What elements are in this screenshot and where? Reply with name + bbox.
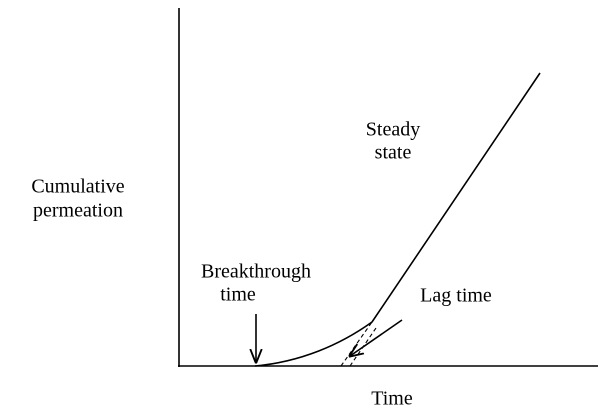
x-axis-label: Time	[371, 388, 413, 410]
lag-arrow	[350, 319, 403, 356]
lag-time-label: Lag time	[420, 285, 492, 307]
steady-state-label: Steady	[366, 119, 420, 141]
breakthrough-label: Breakthrough	[201, 261, 311, 283]
permeation-curve	[254, 72, 541, 367]
steady-state-label: state	[375, 142, 412, 164]
breakthrough-label: time	[220, 284, 256, 306]
y-axis-label: permeation	[33, 200, 123, 222]
y-axis-label: Cumulative	[31, 176, 124, 198]
lag-extrapolation	[340, 321, 373, 367]
